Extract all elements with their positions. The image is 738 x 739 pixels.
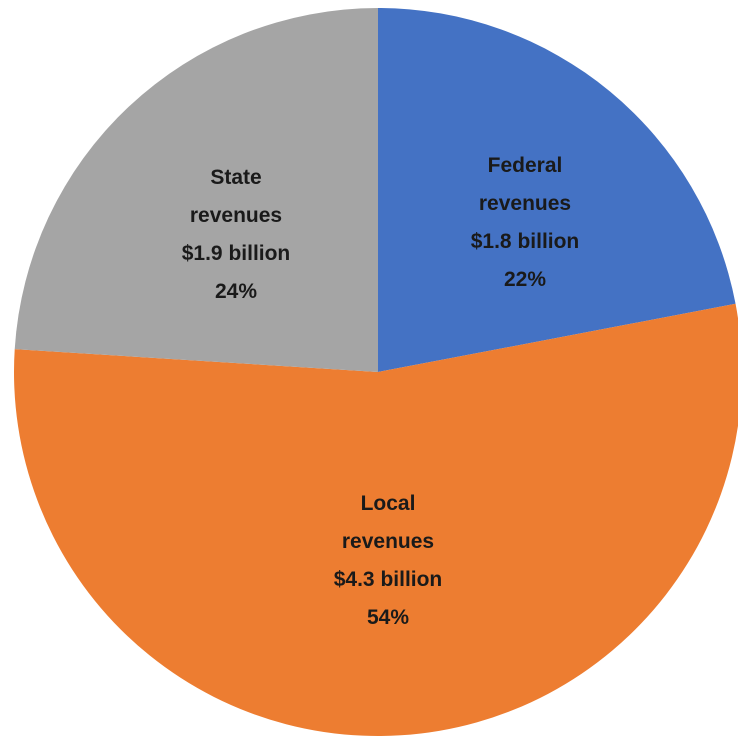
slice-label-state: State revenues $1.9 billion 24%: [182, 166, 291, 303]
slice-label-line: Federal: [488, 154, 563, 177]
slice-label-line: Local: [361, 492, 416, 515]
slice-label-line: State: [210, 166, 261, 189]
slice-label-line: revenues: [342, 530, 434, 553]
slice-label-local: Local revenues $4.3 billion 54%: [334, 492, 443, 629]
slice-label-line: revenues: [190, 204, 282, 227]
slice-label-line: $1.8 billion: [471, 230, 580, 253]
slice-label-federal: Federal revenues $1.8 billion 22%: [471, 154, 580, 291]
pie-slice-local: [14, 303, 738, 736]
pie-labels: Federal revenues $1.8 billion 22% Local reven…: [182, 154, 580, 629]
slice-label-line: revenues: [479, 192, 571, 215]
slice-label-line: 24%: [215, 280, 257, 303]
pie-slice-federal: [378, 8, 736, 372]
slice-label-line: 54%: [367, 606, 409, 629]
slice-label-line: $4.3 billion: [334, 568, 443, 591]
pie-slices: [14, 8, 738, 736]
pie-slice-state: [14, 8, 379, 372]
slice-label-line: $1.9 billion: [182, 242, 291, 265]
slice-label-line: 22%: [504, 268, 546, 291]
